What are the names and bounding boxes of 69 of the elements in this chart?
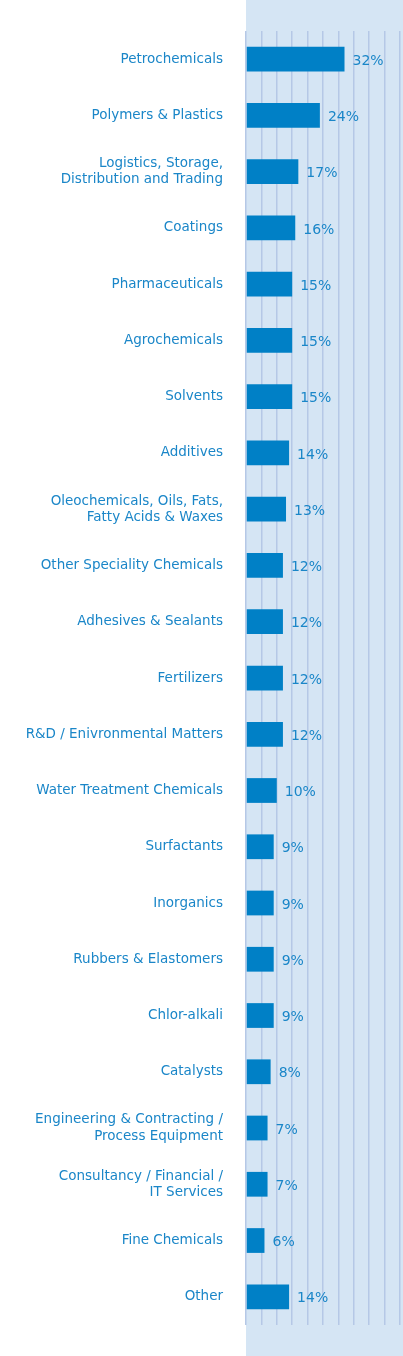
- bar: [246, 1171, 268, 1197]
- y-tick-label: Coatings: [163, 218, 223, 235]
- bar: [246, 834, 274, 860]
- data-label: 9%: [281, 895, 304, 912]
- data-label: 7%: [275, 1176, 298, 1193]
- y-tick-label: Other: [184, 1287, 224, 1304]
- y-tick-label: Catalysts: [160, 1062, 223, 1079]
- bar: [246, 496, 287, 522]
- data-label: 8%: [278, 1064, 301, 1081]
- bar: [246, 553, 283, 578]
- data-label: 12%: [290, 614, 323, 631]
- y-tick-label: Chlor-alkali: [148, 1006, 223, 1023]
- bar: [246, 1284, 290, 1310]
- y-tick-label: Oleochemicals, Oils, Fats, Fatty Acids & Waxes: [50, 491, 223, 524]
- y-tick-label: Rubbers & Elastomers: [73, 949, 223, 966]
- data-label: 7%: [275, 1120, 298, 1137]
- bar: [246, 778, 277, 803]
- bar: [246, 215, 296, 241]
- y-tick-label: Inorganics: [153, 893, 223, 910]
- y-tick-label: Additives: [160, 443, 223, 460]
- bar: [246, 384, 293, 410]
- bar: [246, 946, 274, 972]
- bar: [246, 609, 283, 635]
- data-label: 15%: [300, 389, 332, 406]
- bar: [246, 721, 283, 747]
- y-tick-label: Surfactants: [145, 837, 223, 854]
- data-label: 13%: [294, 501, 326, 518]
- bar: [246, 1228, 265, 1253]
- y-tick-label: Fertilizers: [157, 668, 223, 685]
- data-label: 9%: [281, 839, 304, 856]
- y-tick-label: Other Speciality Chemicals: [40, 556, 223, 572]
- data-label: 24%: [327, 108, 360, 125]
- data-label: 12%: [290, 670, 323, 687]
- y-tick-label: Engineering & Contracting / Process Equipment: [35, 1110, 224, 1143]
- bar: [246, 1003, 274, 1028]
- data-label: 14%: [297, 1289, 329, 1306]
- y-tick-label: Petrochemicals: [120, 49, 223, 66]
- bar: [246, 1059, 271, 1085]
- bar: [246, 328, 293, 353]
- y-tick-label: Water Treatment Chemicals: [36, 781, 223, 797]
- data-label: 14%: [297, 445, 329, 462]
- data-label: 32%: [352, 51, 384, 68]
- data-label: 10%: [284, 783, 316, 800]
- bar: [246, 159, 299, 185]
- data-label: 12%: [290, 558, 323, 575]
- y-tick-label: Solvents: [165, 387, 223, 404]
- data-label: 16%: [303, 220, 335, 237]
- y-tick-label: Polymers & Plastics: [91, 105, 223, 122]
- data-label: 15%: [300, 276, 332, 293]
- y-tick-label: Fine Chemicals: [121, 1231, 223, 1248]
- data-label: 17%: [306, 164, 338, 181]
- y-tick-label: Consultancy / Financial / IT Services: [58, 1166, 224, 1199]
- data-label: 15%: [300, 333, 332, 350]
- bar: [246, 271, 293, 297]
- bar: [246, 665, 283, 691]
- data-label: 9%: [281, 1008, 304, 1025]
- y-tick-label: Pharmaceuticals: [111, 274, 223, 291]
- data-label: 12%: [290, 726, 323, 743]
- bar: [246, 103, 320, 128]
- y-tick-label: Logistics, Storage, Distribution and Trading: [60, 154, 223, 187]
- y-tick-label: Adhesives & Sealants: [77, 612, 223, 629]
- bar: [246, 440, 290, 466]
- bar: [246, 1115, 268, 1141]
- y-tick-label: R&D / Enivronmental Matters: [25, 724, 223, 741]
- data-label: 9%: [281, 951, 304, 968]
- bar: [246, 890, 274, 916]
- bar: [246, 46, 345, 72]
- data-label: 6%: [272, 1233, 295, 1250]
- y-tick-label: Agrochemicals: [124, 330, 223, 347]
